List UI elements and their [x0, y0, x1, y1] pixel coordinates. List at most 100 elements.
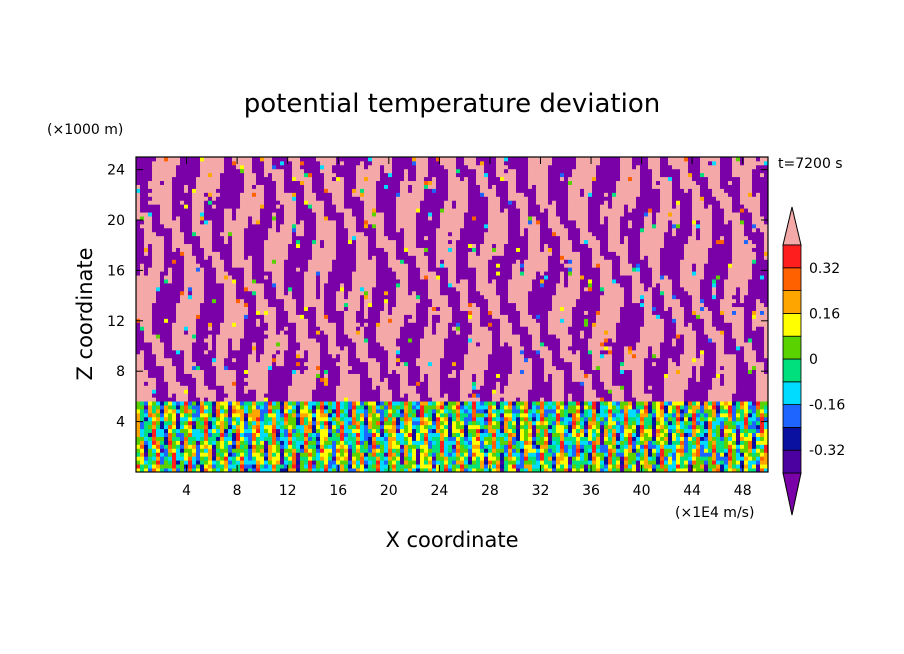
heatmap-cell: [624, 373, 629, 378]
heatmap-cell: [280, 432, 285, 437]
heatmap-cell: [400, 349, 405, 355]
heatmap-cell: [448, 385, 453, 390]
heatmap-cell: [576, 432, 581, 437]
heatmap-cell: [324, 401, 329, 406]
heatmap-cell: [440, 401, 445, 406]
heatmap-cell: [524, 420, 529, 426]
heatmap-cell: [380, 452, 385, 457]
heatmap-cell: [204, 349, 209, 355]
heatmap-cell: [236, 456, 241, 461]
heatmap-cell: [208, 436, 213, 441]
heatmap-cell: [316, 361, 321, 367]
heatmap-cell: [560, 393, 565, 398]
heatmap-cell: [508, 412, 513, 418]
heatmap-cell: [176, 405, 181, 410]
heatmap-cell: [368, 412, 373, 418]
heatmap-cell: [268, 436, 273, 441]
heatmap-cell: [300, 444, 305, 449]
heatmap-cell: [264, 424, 269, 430]
heatmap-cell: [724, 436, 729, 441]
heatmap-cell: [628, 361, 633, 367]
heatmap-cell: [344, 401, 349, 406]
heatmap-cell: [564, 428, 569, 434]
heatmap-cell: [556, 409, 561, 414]
heatmap-cell: [440, 432, 445, 437]
heatmap-cell: [592, 424, 597, 430]
heatmap-cell: [296, 464, 301, 469]
heatmap-cell: [172, 420, 177, 426]
heatmap-cell: [320, 452, 325, 457]
heatmap-cell: [608, 432, 613, 437]
heatmap-cell: [184, 405, 189, 410]
heatmap-cell: [436, 373, 441, 378]
heatmap-cell: [328, 361, 333, 367]
heatmap-cell: [348, 420, 353, 426]
heatmap-cell: [260, 357, 265, 363]
heatmap-cell: [580, 361, 585, 367]
heatmap-cell: [608, 448, 613, 453]
heatmap-cell: [572, 377, 577, 382]
heatmap-cell: [572, 405, 577, 410]
heatmap-cell: [280, 373, 285, 378]
heatmap-cell: [428, 381, 433, 386]
heatmap-cell: [452, 385, 457, 390]
heatmap-cell: [640, 409, 645, 414]
heatmap-cell: [524, 464, 529, 469]
heatmap-cell: [680, 369, 685, 374]
heatmap-cell: [220, 349, 225, 355]
heatmap-cell: [148, 436, 153, 441]
heatmap-cell: [436, 440, 441, 445]
heatmap-cell: [560, 369, 565, 374]
heatmap-cell: [292, 365, 297, 371]
heatmap-cell: [436, 412, 441, 418]
heatmap-cell: [744, 393, 749, 398]
heatmap-cell: [168, 381, 173, 386]
heatmap-cell: [236, 405, 241, 410]
heatmap-cell: [212, 346, 217, 351]
heatmap-cell: [476, 353, 481, 359]
heatmap-cell: [424, 448, 429, 453]
heatmap-cell: [416, 448, 421, 453]
heatmap-cell: [384, 381, 389, 386]
heatmap-cell: [456, 389, 461, 394]
heatmap-cell: [472, 361, 477, 367]
heatmap-cell: [704, 460, 709, 465]
heatmap-cell: [324, 361, 329, 367]
heatmap-cell: [456, 464, 461, 469]
heatmap-cell: [320, 440, 325, 445]
heatmap-cell: [420, 405, 425, 410]
heatmap-cell: [608, 405, 613, 410]
heatmap-cell: [712, 397, 717, 402]
heatmap-cell: [364, 353, 369, 359]
heatmap-cell: [228, 381, 233, 386]
heatmap-cell: [308, 412, 313, 418]
heatmap-cell: [480, 361, 485, 367]
heatmap-cell: [212, 432, 217, 437]
heatmap-cell: [352, 365, 357, 371]
heatmap-cell: [476, 393, 481, 398]
heatmap-cell: [468, 412, 473, 418]
heatmap-cell: [168, 436, 173, 441]
heatmap-cell: [720, 365, 725, 371]
heatmap-cell: [188, 460, 193, 465]
heatmap-cell: [176, 361, 181, 367]
heatmap-cell: [580, 401, 585, 406]
heatmap-cell: [336, 405, 341, 410]
heatmap-cell: [376, 353, 381, 359]
heatmap-cell: [160, 416, 165, 422]
heatmap-cell: [484, 349, 489, 355]
heatmap-cell: [660, 401, 665, 406]
heatmap-cell: [228, 440, 233, 445]
heatmap-cell: [216, 428, 221, 434]
heatmap-cell: [216, 349, 221, 355]
heatmap-cell: [672, 412, 677, 418]
heatmap-cell: [392, 381, 397, 386]
heatmap-cell: [164, 389, 169, 394]
heatmap-cell: [608, 428, 613, 434]
heatmap-cell: [392, 464, 397, 469]
heatmap-cell: [636, 412, 641, 418]
heatmap-cell: [184, 452, 189, 457]
heatmap-cell: [524, 448, 529, 453]
heatmap-cell: [412, 349, 417, 355]
heatmap-cell: [552, 369, 557, 374]
